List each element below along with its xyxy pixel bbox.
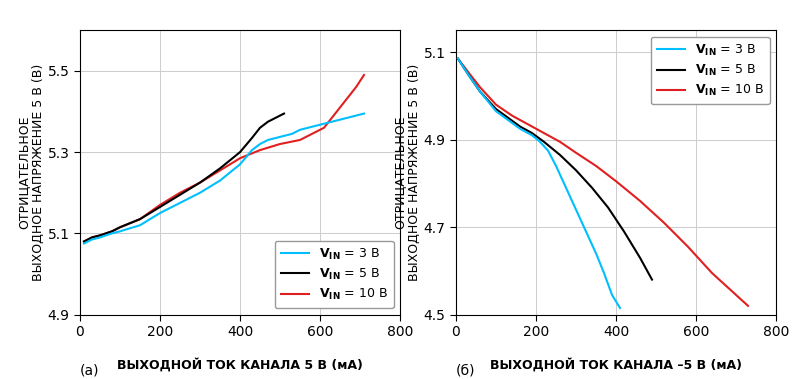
Y-axis label: ОТРИЦАТЕЛЬНОЕ
ВЫХОДНОЕ НАПРЯЖЕНИЕ 5 В (В): ОТРИЦАТЕЛЬНОЕ ВЫХОДНОЕ НАПРЯЖЕНИЕ 5 В (В… [393,64,421,281]
Text: (б): (б) [456,363,475,377]
Y-axis label: ОТРИЦАТЕЛЬНОЕ
ВЫХОДНОЕ НАПРЯЖЕНИЕ 5 В (В): ОТРИЦАТЕЛЬНОЕ ВЫХОДНОЕ НАПРЯЖЕНИЕ 5 В (В… [17,64,45,281]
Text: ВЫХОДНОЙ ТОК КАНАЛА –5 В (мА): ВЫХОДНОЙ ТОК КАНАЛА –5 В (мА) [490,357,742,371]
Legend: $\mathbf{V}_{\mathbf{IN}}$ = 3 В, $\mathbf{V}_{\mathbf{IN}}$ = 5 В, $\mathbf{V}_: $\mathbf{V}_{\mathbf{IN}}$ = 3 В, $\math… [275,241,394,309]
Text: ВЫХОДНОЙ ТОК КАНАЛА 5 В (мА): ВЫХОДНОЙ ТОК КАНАЛА 5 В (мА) [117,357,363,371]
Legend: $\mathbf{V}_{\mathbf{IN}}$ = 3 В, $\mathbf{V}_{\mathbf{IN}}$ = 5 В, $\mathbf{V}_: $\mathbf{V}_{\mathbf{IN}}$ = 3 В, $\math… [651,36,770,104]
Text: (а): (а) [80,363,99,377]
